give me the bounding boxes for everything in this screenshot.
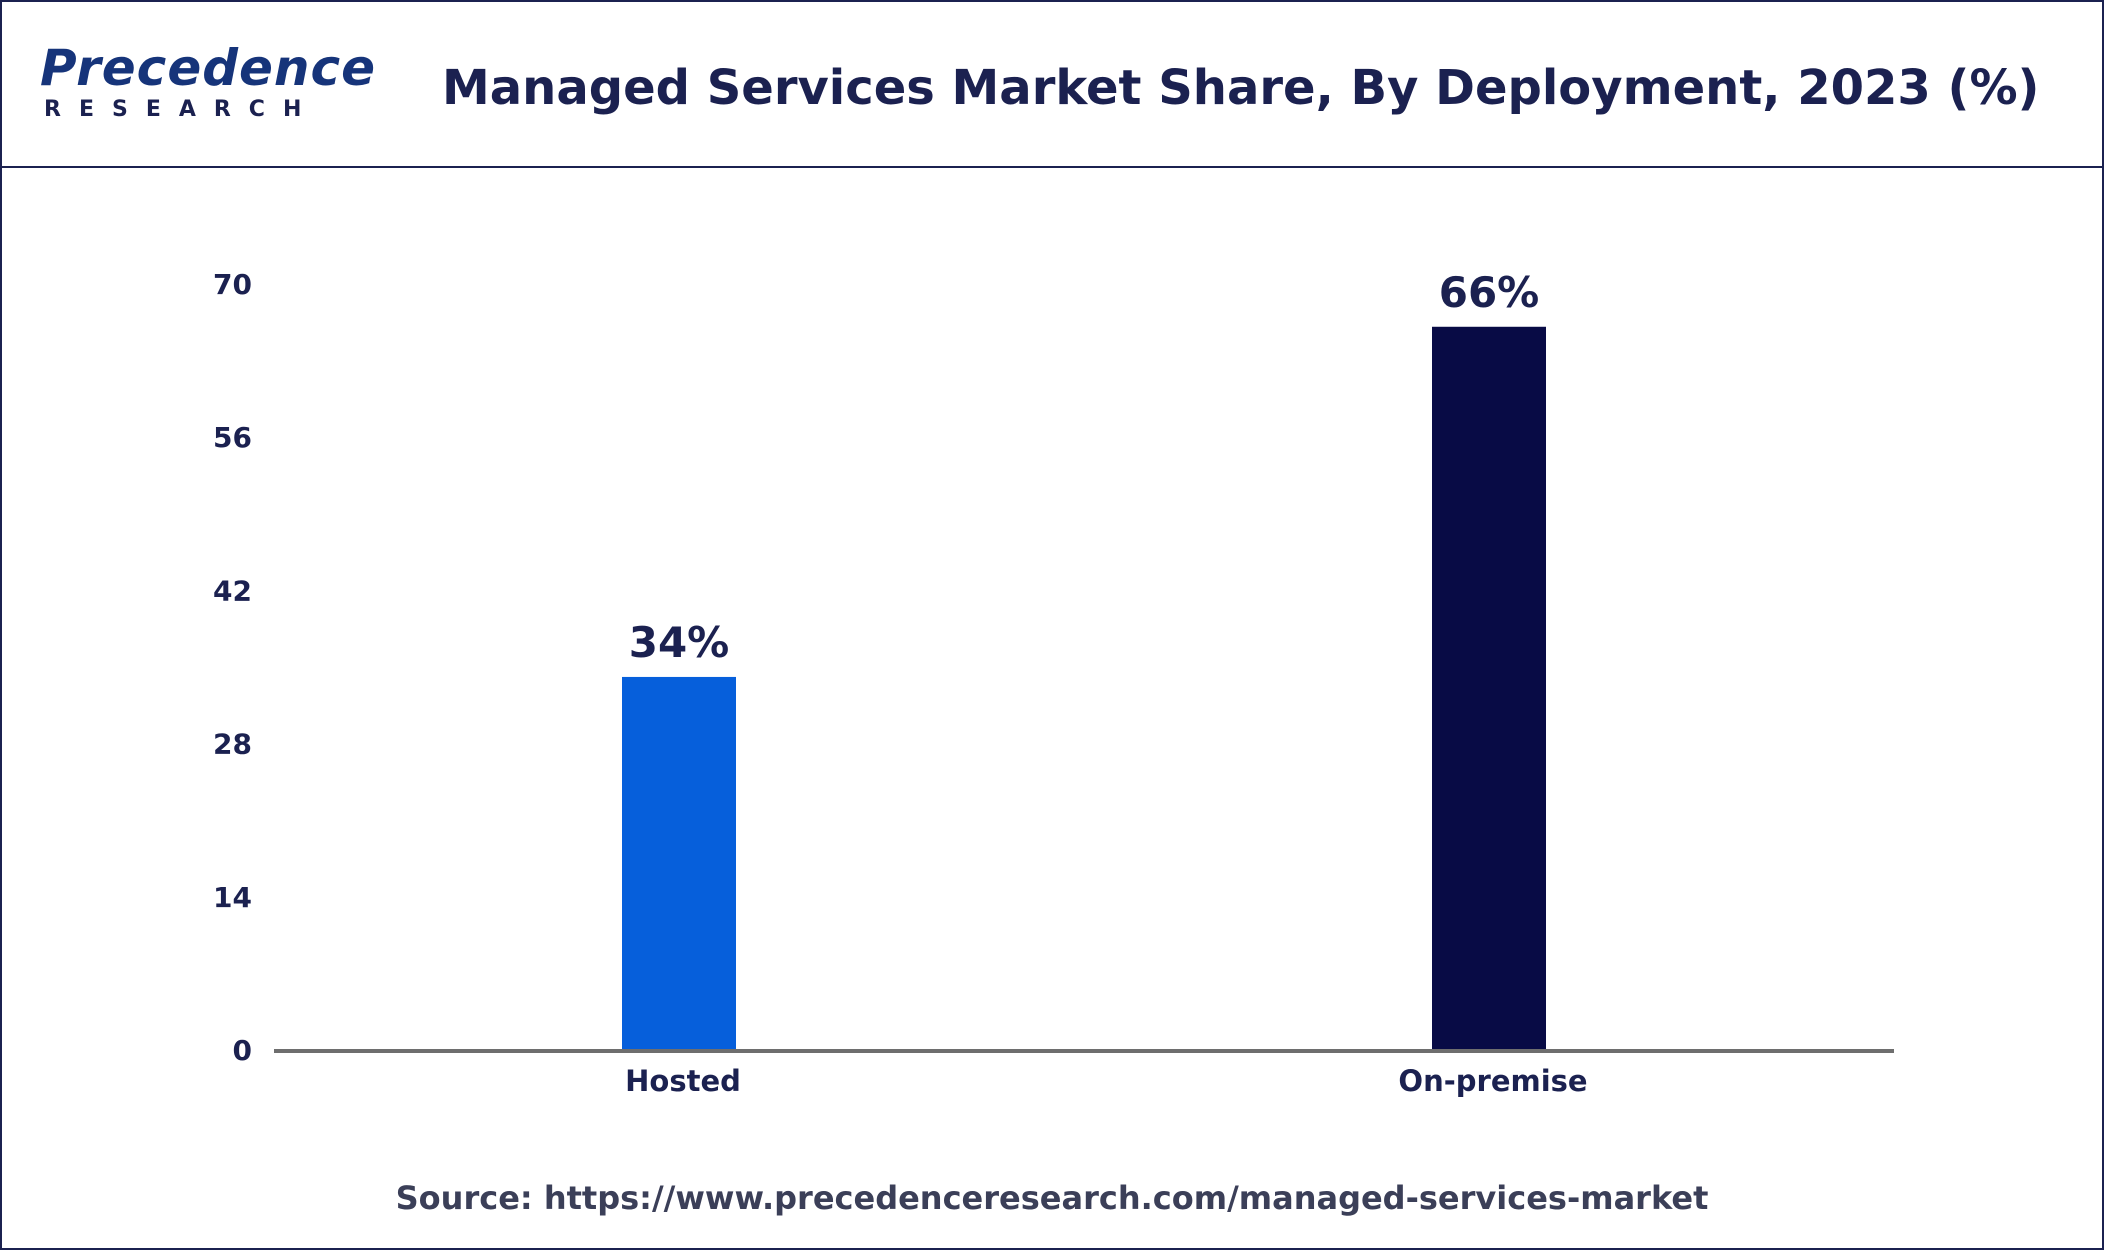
y-tick-label: 0 [233, 1034, 252, 1067]
logo-subtext: RESEARCH [44, 97, 320, 122]
chart-title: Managed Services Market Share, By Deploy… [442, 60, 2040, 116]
y-tick-label: 56 [213, 421, 252, 454]
source-note: Source: https://www.precedenceresearch.c… [0, 1178, 2104, 1218]
y-tick-label: 42 [213, 574, 252, 607]
bar-hosted [622, 676, 736, 1049]
x-tick-label: Hosted [625, 1064, 741, 1098]
data-label: 66% [1439, 268, 1540, 317]
y-tick-label: 70 [213, 268, 252, 301]
bar-on-premise [1432, 326, 1546, 1049]
source-prefix: Source: [395, 1179, 544, 1217]
brand-logo: Precedence RESEARCH [40, 40, 375, 130]
header: Precedence RESEARCH Managed Services Mar… [2, 2, 2102, 168]
source-link[interactable]: https://www.precedenceresearch.com/manag… [543, 1179, 1709, 1217]
x-tick-label: On-premise [1398, 1064, 1587, 1098]
logo-wordmark: Precedence [40, 39, 377, 97]
y-tick-label: 14 [213, 881, 252, 914]
y-tick-label: 28 [213, 728, 252, 761]
data-label: 34% [629, 618, 730, 667]
bar-chart: 0 14 28 42 56 70 34% Hosted 66% On-premise [213, 268, 1894, 1098]
